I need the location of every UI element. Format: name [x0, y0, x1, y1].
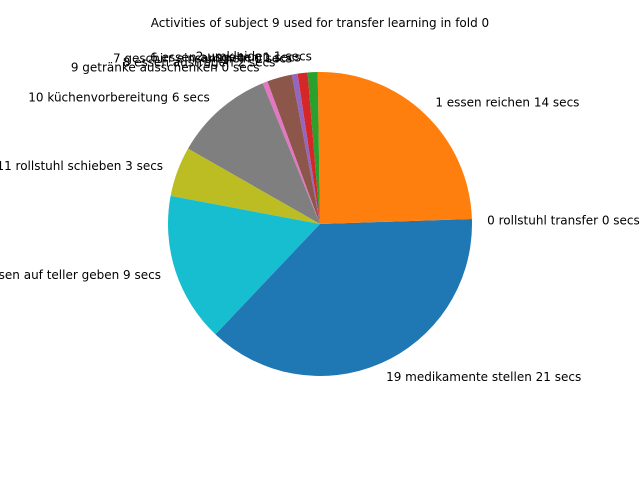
pie-slice-8	[170, 148, 320, 224]
pie-slice-5	[267, 74, 320, 224]
pie-slice-label-0: 0 rollstuhl transfer 0 secs	[487, 214, 640, 228]
pie-slice-label-9: 15 essen auf teller geben 9 secs	[0, 268, 161, 282]
chart-title: Activities of subject 9 used for transfe…	[151, 16, 489, 30]
pie-slice-label-8: 11 rollstuhl schieben 3 secs	[0, 159, 163, 173]
pie-slice-label-7: 10 küchenvorbereitung 6 secs	[28, 91, 210, 105]
pie-slice-6	[262, 81, 320, 224]
pie-slice-label-10: 19 medikamente stellen 21 secs	[386, 370, 581, 384]
pie-labels: 0 rollstuhl transfer 0 secs 1 essen reich…	[0, 49, 640, 384]
pie-slice-label-4: 7 geschirr einsammeln 0 secs	[113, 52, 292, 66]
pie-slice-label-1: 1 essen reichen 14 secs	[435, 95, 579, 109]
pie-slice-label-6: 9 getränke ausschenken 0 secs	[71, 61, 260, 75]
pie-slice-label-2: 2 umkleiden 1 secs	[196, 49, 312, 63]
pie-slice-label-5: 8 essen austragen 2 secs	[123, 55, 276, 69]
pie-slice-3	[297, 72, 320, 224]
pie-slice-9	[168, 195, 320, 335]
pie-slice-10	[215, 224, 472, 376]
pie-slice-2	[307, 72, 320, 225]
pie-slice-4	[291, 73, 320, 224]
pie-slice-7	[187, 83, 320, 224]
pie-slice-1	[317, 72, 472, 225]
pie-slice-0	[320, 218, 472, 224]
pie-slices	[168, 72, 472, 376]
pie-slice-label-3: 6 essen ausgeben 1 secs	[150, 50, 301, 64]
